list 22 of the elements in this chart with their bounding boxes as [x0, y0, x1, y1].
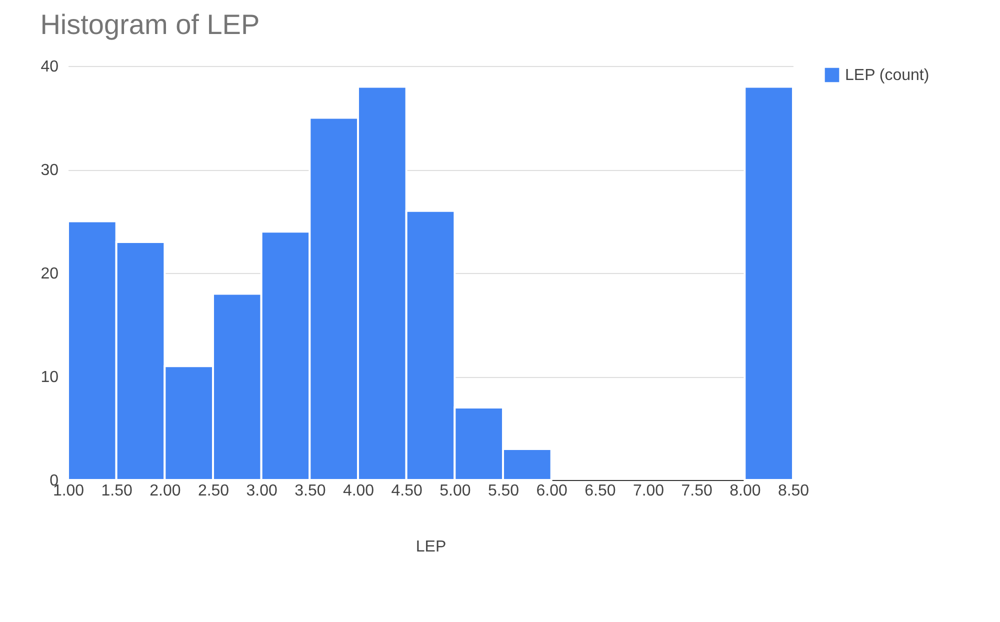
x-tick-label: 2.00	[150, 482, 181, 500]
x-tick-label: 7.00	[632, 482, 664, 500]
y-tick-label: 40	[40, 58, 59, 76]
chart-title: Histogram of LEP	[40, 9, 260, 40]
y-tick-label: 20	[40, 266, 59, 282]
y-tick-label: 10	[40, 369, 59, 386]
x-tick-label: 8.00	[730, 482, 761, 500]
x-tick-label: 4.50	[391, 482, 423, 500]
x-tick-label: 4.00	[342, 482, 374, 500]
x-tick-label: 8.50	[778, 482, 810, 500]
x-tick-label: 5.00	[440, 482, 471, 500]
legend-label: LEP (count)	[845, 67, 930, 84]
x-tick-label: 3.00	[246, 482, 278, 500]
x-tick-label: 6.00	[536, 482, 568, 500]
x-tick-label: 1.50	[101, 482, 133, 500]
x-tick-label: 7.50	[681, 482, 713, 500]
x-axis-title: LEP	[416, 538, 446, 556]
x-tick-label: 6.50	[584, 482, 616, 500]
y-tick-label: 30	[40, 162, 59, 179]
x-tick-label: 3.50	[294, 482, 326, 500]
x-tick-label: 5.50	[488, 482, 520, 500]
x-tick-label: 2.50	[198, 482, 230, 500]
